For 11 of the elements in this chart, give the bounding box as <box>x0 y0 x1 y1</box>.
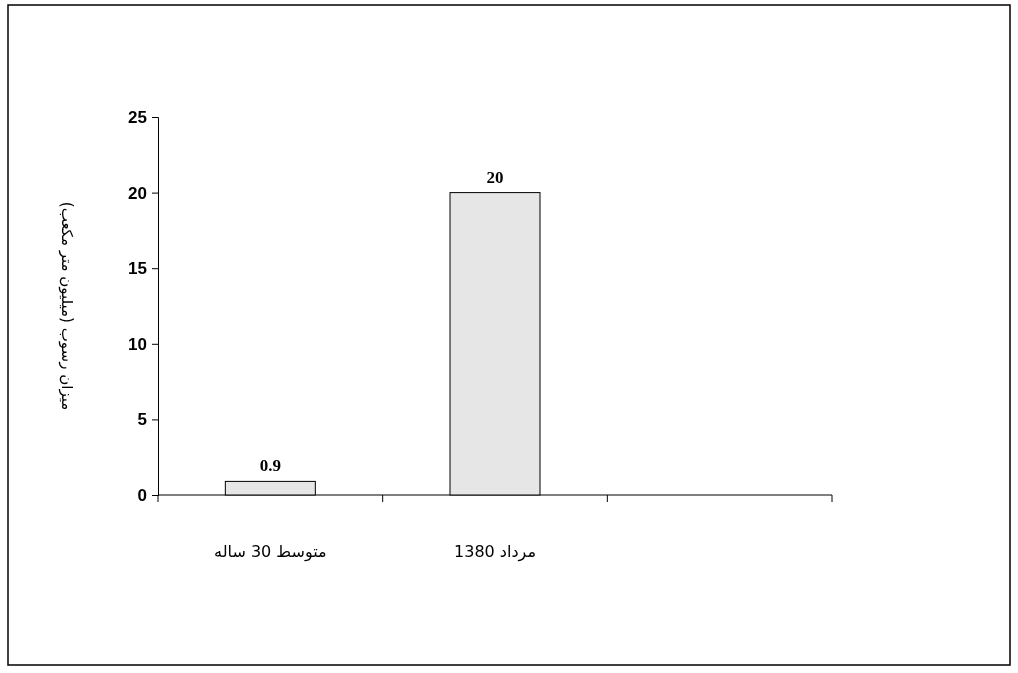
y-tick-label: 10 <box>128 334 147 354</box>
y-axis-title: میزان رسوب (میلیون متر مکعب) <box>58 201 76 411</box>
y-tick-label: 15 <box>128 259 147 279</box>
x-tick-label: مرداد 1380 <box>454 542 536 562</box>
x-tick-label: متوسط 30 ساله <box>214 542 327 562</box>
y-tick-label: 25 <box>128 107 147 127</box>
y-tick-label: 0 <box>137 485 147 505</box>
data-label: 20 <box>486 167 504 187</box>
y-tick-label: 20 <box>128 183 147 203</box>
y-tick-label: 5 <box>137 410 147 430</box>
data-label: 0.9 <box>259 456 281 476</box>
